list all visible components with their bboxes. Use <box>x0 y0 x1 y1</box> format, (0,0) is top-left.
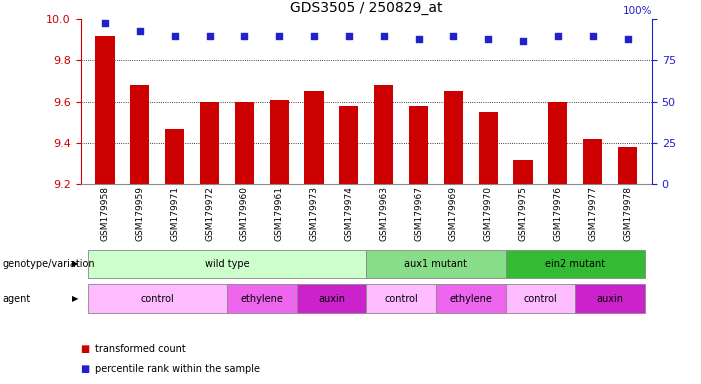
Text: transformed count: transformed count <box>95 344 185 354</box>
Point <box>134 28 145 34</box>
Bar <box>270 100 289 184</box>
Point <box>378 33 389 39</box>
Text: ■: ■ <box>81 364 90 374</box>
Bar <box>479 112 498 184</box>
Point <box>308 33 320 39</box>
Point <box>273 33 285 39</box>
Point <box>343 33 355 39</box>
Bar <box>618 147 637 184</box>
Bar <box>130 85 149 184</box>
Text: 100%: 100% <box>622 6 652 16</box>
Text: ethylene: ethylene <box>240 293 283 304</box>
Text: ▶: ▶ <box>72 260 79 268</box>
Text: aux1 mutant: aux1 mutant <box>404 259 468 269</box>
Bar <box>95 36 114 184</box>
Text: percentile rank within the sample: percentile rank within the sample <box>95 364 259 374</box>
Bar <box>200 102 219 184</box>
Point <box>100 20 111 26</box>
Title: GDS3505 / 250829_at: GDS3505 / 250829_at <box>290 2 442 15</box>
Text: ethylene: ethylene <box>449 293 492 304</box>
Point <box>482 36 494 42</box>
Point <box>413 36 424 42</box>
Bar <box>339 106 358 184</box>
Point <box>552 33 564 39</box>
Text: auxin: auxin <box>597 293 624 304</box>
Text: genotype/variation: genotype/variation <box>2 259 95 269</box>
Text: auxin: auxin <box>318 293 345 304</box>
Text: control: control <box>384 293 418 304</box>
Text: control: control <box>140 293 174 304</box>
Point <box>587 33 599 39</box>
Text: ■: ■ <box>81 344 90 354</box>
Point <box>517 38 529 44</box>
Bar <box>165 129 184 184</box>
Bar <box>235 102 254 184</box>
Bar <box>374 85 393 184</box>
Text: control: control <box>524 293 557 304</box>
Text: ein2 mutant: ein2 mutant <box>545 259 606 269</box>
Bar <box>548 102 567 184</box>
Text: wild type: wild type <box>205 259 250 269</box>
Text: agent: agent <box>2 293 30 304</box>
Point <box>448 33 459 39</box>
Point <box>204 33 215 39</box>
Point <box>622 36 633 42</box>
Point <box>239 33 250 39</box>
Bar <box>583 139 602 184</box>
Bar <box>444 91 463 184</box>
Bar <box>513 159 533 184</box>
Bar <box>409 106 428 184</box>
Bar <box>304 91 324 184</box>
Text: ▶: ▶ <box>72 294 79 303</box>
Point <box>169 33 180 39</box>
